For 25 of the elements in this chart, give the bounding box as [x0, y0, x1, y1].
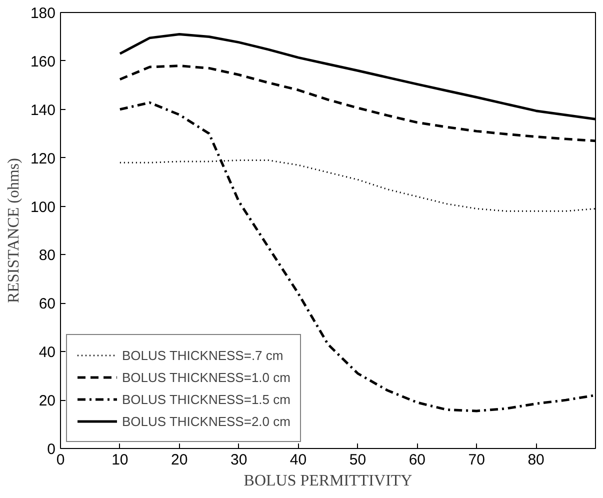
x-tick-label: 70: [468, 452, 485, 468]
y-tick-label: 40: [38, 344, 56, 362]
y-tick-label: 180: [30, 5, 56, 22]
x-tick-label: 20: [171, 452, 188, 468]
x-tick-label: 50: [349, 452, 366, 468]
line-series: [118, 101, 596, 412]
y-tick-label: 60: [38, 296, 56, 313]
y-tick-label: 160: [30, 53, 56, 70]
x-tick-label: 80: [528, 452, 544, 468]
x-tick-label: 40: [290, 452, 307, 468]
legend-label: BOLUS THICKNESS=.7 cm: [122, 348, 284, 362]
y-tick-label: 100: [30, 198, 56, 216]
y-tick-label: 80: [38, 247, 56, 264]
y-axis-title: RESISTANCE (ohms): [5, 158, 22, 303]
x-axis-title: BOLUS PERMITTIVITY: [244, 472, 413, 490]
legend-label: BOLUS THICKNESS=2.0 cm: [122, 414, 290, 428]
legend-label: BOLUS THICKNESS=1.5 cm: [122, 392, 290, 406]
y-tick-label: 20: [38, 392, 56, 410]
x-tick-label: 60: [408, 452, 426, 468]
legend-label: BOLUS THICKNESS=1.0 cm: [122, 370, 290, 384]
x-tick-label: 10: [112, 452, 128, 468]
y-tick-label: 140: [30, 102, 56, 119]
y-tick-label: 120: [30, 150, 56, 168]
x-tick-label: 30: [230, 452, 248, 468]
y-tick-label: 0: [47, 441, 56, 458]
